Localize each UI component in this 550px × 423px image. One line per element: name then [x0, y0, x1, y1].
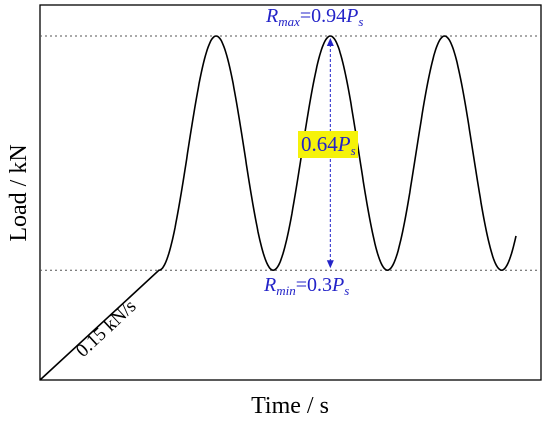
rmin-p-symbol: P	[331, 274, 344, 296]
y-axis-label: Load / kN	[6, 144, 32, 241]
plot-frame	[39, 4, 542, 381]
amplitude-arrowhead-top	[326, 38, 334, 46]
rmax-p-symbol: P	[345, 5, 358, 27]
rmax-equals-value: =0.94	[300, 5, 346, 27]
amplitude-label-highlight	[298, 131, 358, 158]
amplitude-arrowhead-bottom	[326, 260, 334, 269]
rmin-equals-value: =0.3	[296, 274, 332, 296]
rmin-subscript: min	[276, 283, 296, 298]
rmin-symbol: R	[263, 274, 276, 296]
rmin-p-subscript: s	[344, 283, 349, 298]
rmax-subscript: max	[278, 14, 300, 29]
amplitude-label: 0.64Ps	[301, 132, 356, 158]
ramp-rate-label: 0.15 kN/s	[72, 296, 140, 362]
rmin-label: Rmin=0.3Ps	[263, 274, 349, 298]
amplitude-p-symbol: P	[337, 132, 351, 156]
amplitude-p-subscript: s	[351, 143, 356, 158]
rmax-label: Rmax=0.94Ps	[265, 5, 363, 29]
load-curve-series	[39, 35, 517, 381]
rmax-symbol: R	[265, 5, 278, 27]
rmax-p-subscript: s	[358, 14, 363, 29]
amplitude-value: 0.64	[301, 132, 338, 156]
x-axis-label: Time / s	[251, 393, 329, 419]
